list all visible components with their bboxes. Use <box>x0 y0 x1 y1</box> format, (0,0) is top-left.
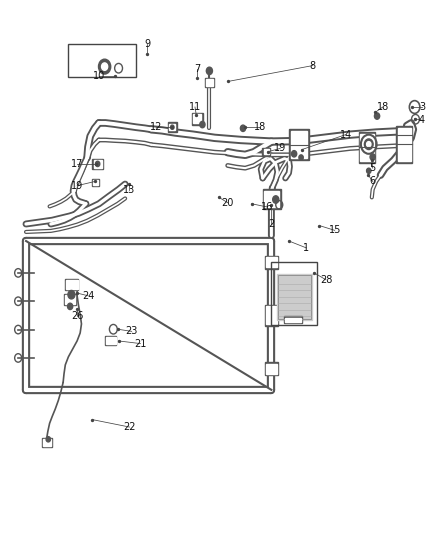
Bar <box>265 305 278 326</box>
Text: 21: 21 <box>134 338 147 349</box>
Text: 23: 23 <box>126 326 138 336</box>
Bar <box>66 280 78 289</box>
Bar <box>359 132 375 163</box>
Text: 13: 13 <box>124 185 136 196</box>
Bar <box>272 262 317 325</box>
Circle shape <box>170 125 174 130</box>
Bar <box>289 130 308 160</box>
Bar <box>265 256 278 269</box>
Bar <box>193 115 201 123</box>
Text: 28: 28 <box>320 275 332 285</box>
Text: 14: 14 <box>339 130 352 140</box>
Bar <box>205 78 214 87</box>
Bar <box>42 438 52 447</box>
Text: 6: 6 <box>370 176 376 187</box>
Text: 12: 12 <box>149 122 162 132</box>
Bar <box>398 128 411 161</box>
Circle shape <box>67 303 73 310</box>
Bar <box>192 113 203 125</box>
Circle shape <box>370 154 375 160</box>
Circle shape <box>273 196 279 203</box>
Text: 18: 18 <box>377 102 389 112</box>
Bar <box>360 134 374 161</box>
Bar <box>92 179 99 187</box>
Circle shape <box>200 122 205 128</box>
Text: 18: 18 <box>254 122 267 132</box>
Bar <box>277 274 312 320</box>
Bar <box>93 180 98 185</box>
Bar <box>68 44 136 77</box>
Bar <box>396 126 413 163</box>
Text: 4: 4 <box>419 115 425 125</box>
Bar <box>169 124 175 131</box>
Circle shape <box>240 125 246 132</box>
Text: 19: 19 <box>274 143 286 154</box>
Bar <box>265 191 279 207</box>
Text: 9: 9 <box>144 39 150 49</box>
Bar <box>43 439 51 446</box>
Circle shape <box>367 168 371 173</box>
Text: 16: 16 <box>261 202 273 212</box>
Bar <box>266 364 277 374</box>
Text: 10: 10 <box>93 71 105 81</box>
Bar <box>65 279 78 290</box>
Bar <box>106 336 117 345</box>
Text: 8: 8 <box>310 61 316 70</box>
Bar <box>106 337 116 344</box>
Circle shape <box>291 151 297 157</box>
Bar <box>263 189 281 209</box>
Circle shape <box>68 290 75 299</box>
Bar <box>65 295 75 304</box>
Text: 3: 3 <box>419 102 425 112</box>
Text: 7: 7 <box>194 64 200 74</box>
Bar <box>265 362 278 375</box>
Bar <box>264 149 269 154</box>
Bar <box>64 294 76 305</box>
Text: 26: 26 <box>71 311 83 321</box>
Circle shape <box>367 142 371 147</box>
Bar <box>92 159 103 169</box>
Circle shape <box>299 155 303 160</box>
Text: 5: 5 <box>370 163 376 173</box>
Text: 19: 19 <box>71 181 83 191</box>
Circle shape <box>364 139 373 150</box>
Bar <box>262 148 270 156</box>
Text: 20: 20 <box>222 198 234 208</box>
Text: 11: 11 <box>189 102 201 112</box>
Bar <box>278 275 311 319</box>
Text: 2: 2 <box>268 219 275 229</box>
Circle shape <box>206 67 212 75</box>
Text: 15: 15 <box>328 225 341 236</box>
Circle shape <box>102 63 108 70</box>
Circle shape <box>95 161 100 166</box>
Circle shape <box>374 113 380 119</box>
Bar <box>290 132 307 158</box>
Circle shape <box>99 59 111 74</box>
Bar <box>168 123 177 132</box>
Circle shape <box>46 437 50 442</box>
Bar <box>266 306 277 325</box>
Bar <box>206 79 213 86</box>
Text: 17: 17 <box>71 159 83 169</box>
Bar <box>94 160 102 167</box>
Text: 1: 1 <box>303 243 309 253</box>
Bar <box>286 318 301 322</box>
Text: 22: 22 <box>123 422 136 432</box>
Bar <box>266 257 277 267</box>
Text: 24: 24 <box>82 290 94 301</box>
Bar <box>285 317 302 323</box>
